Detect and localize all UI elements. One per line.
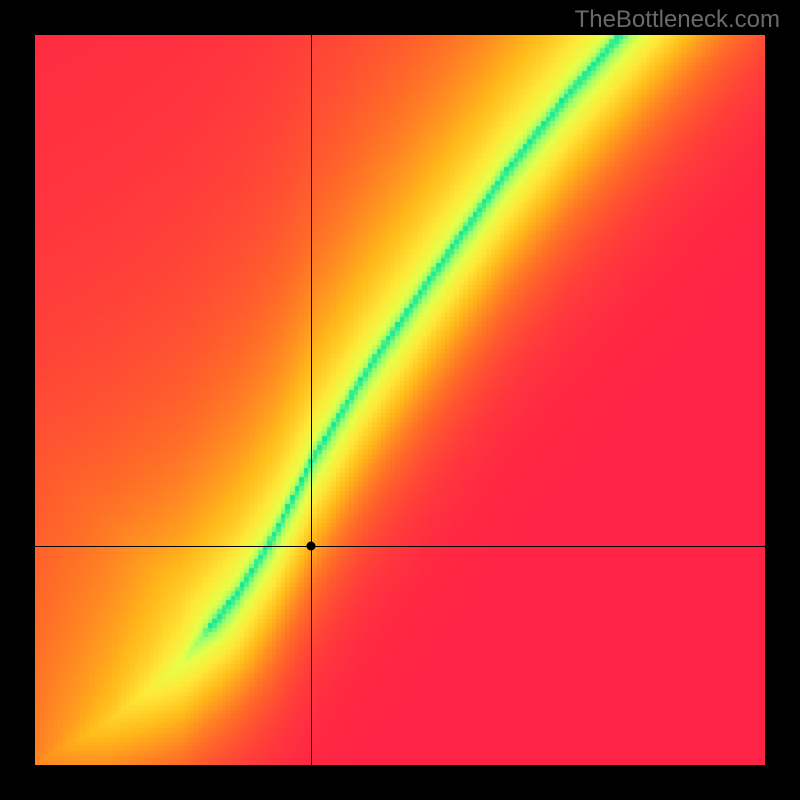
selection-marker-dot [306, 542, 315, 551]
crosshair-vertical [311, 35, 312, 765]
crosshair-horizontal [35, 546, 765, 547]
attribution-text: TheBottleneck.com [575, 6, 780, 34]
heatmap-canvas [35, 35, 765, 765]
bottleneck-heatmap [35, 35, 765, 765]
